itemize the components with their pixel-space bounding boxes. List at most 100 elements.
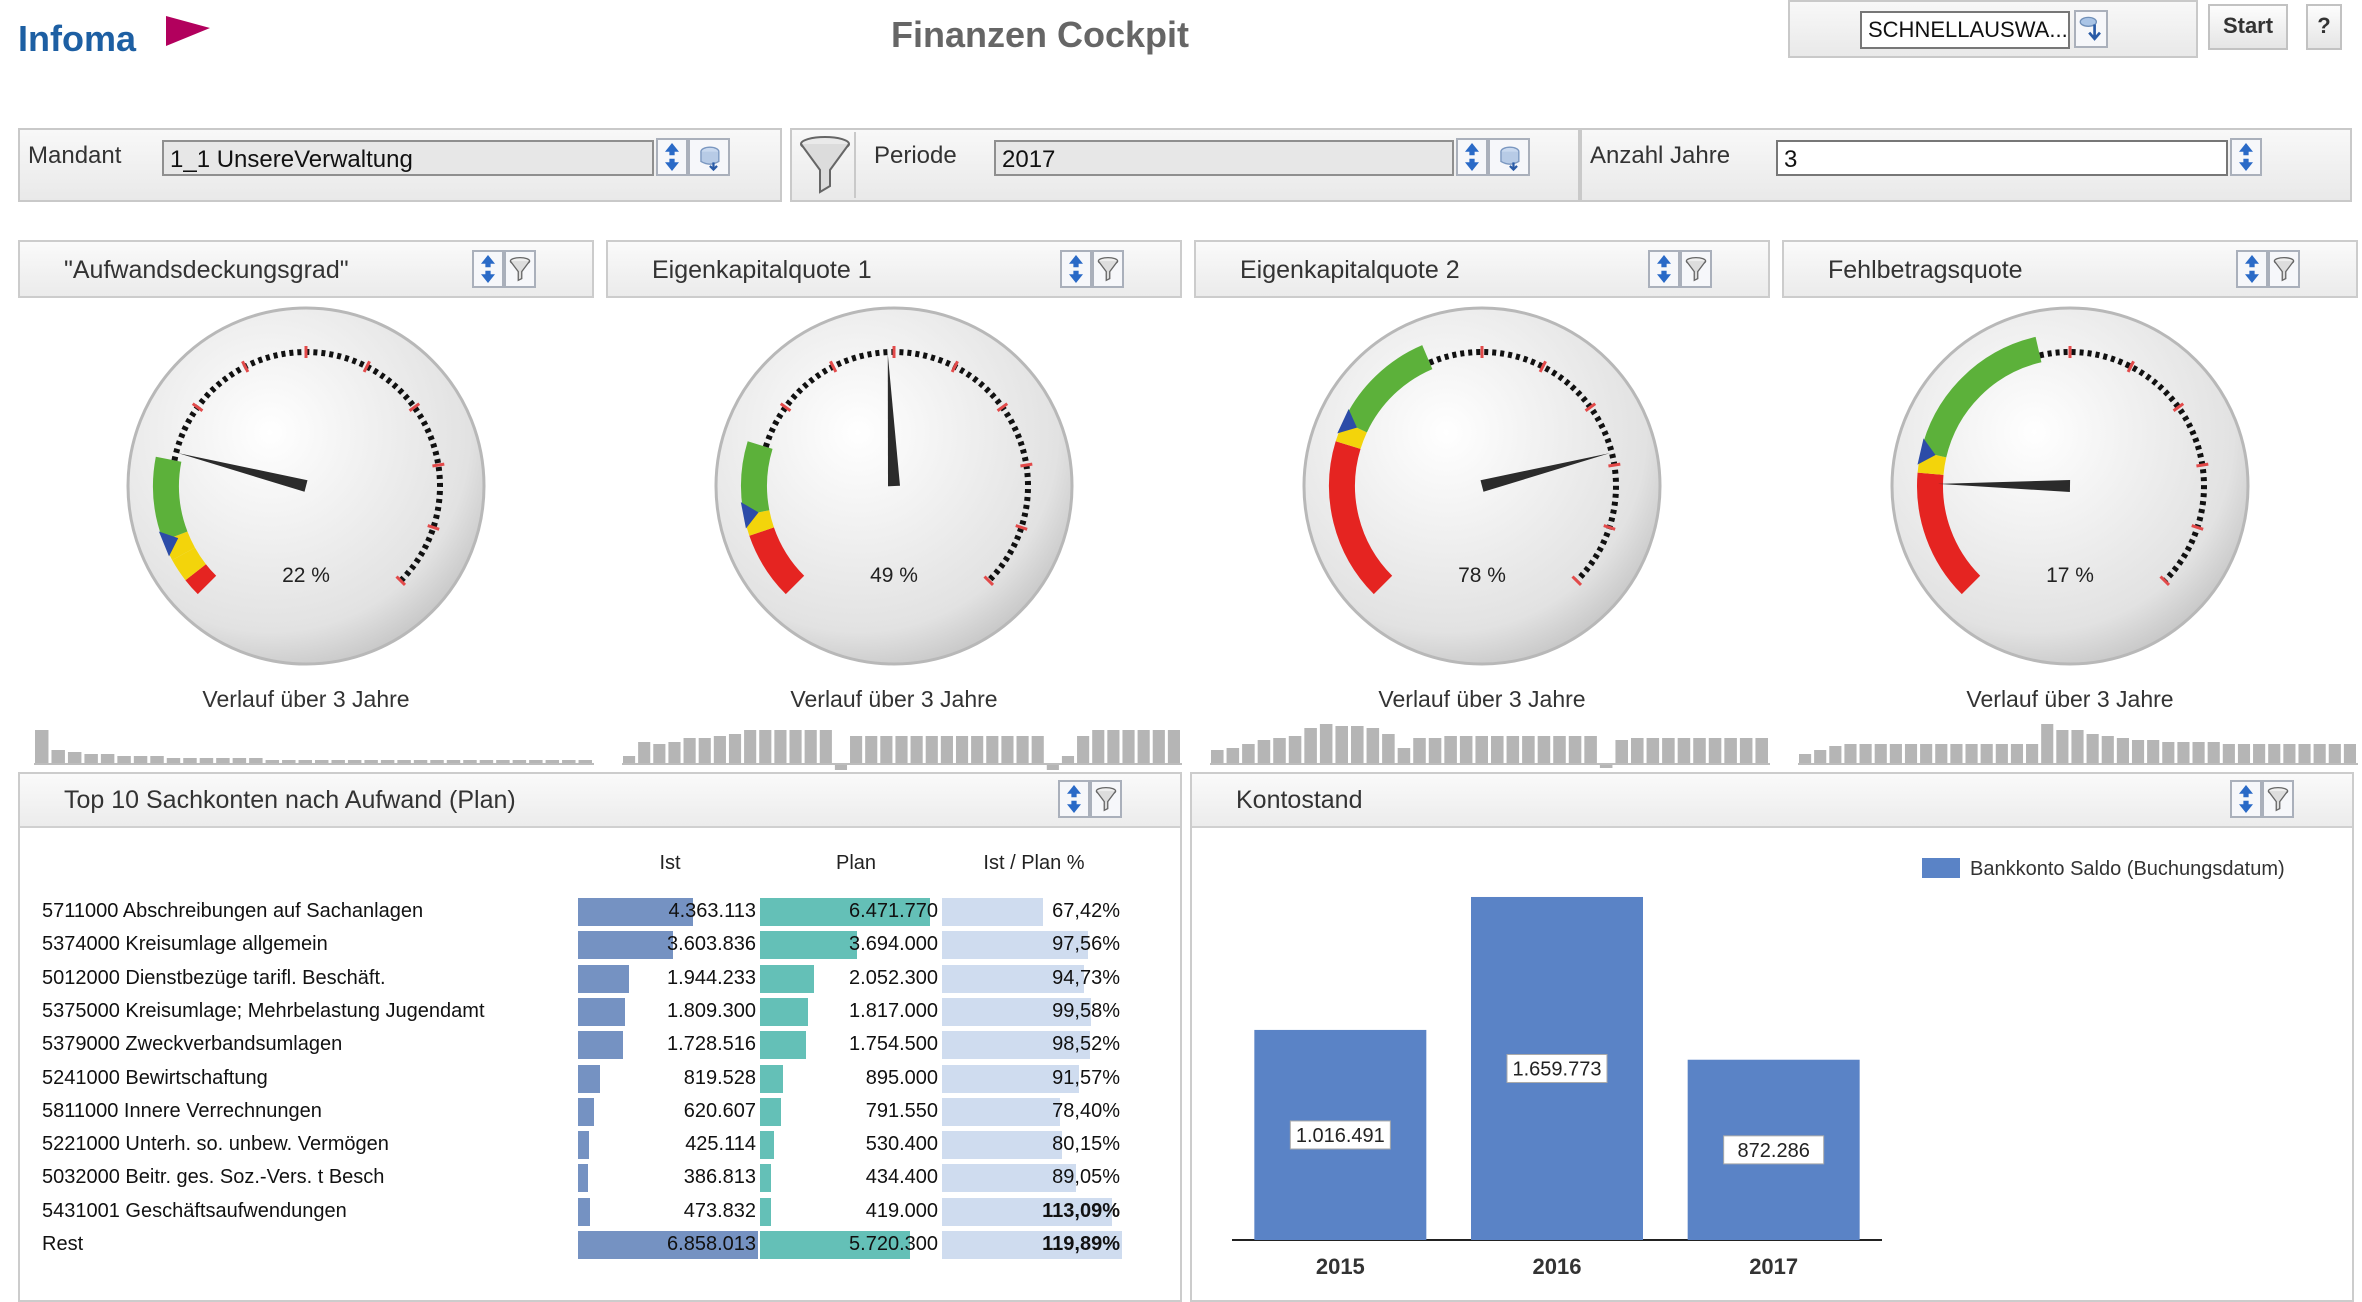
start-button[interactable]: Start (2208, 4, 2288, 50)
jahre-spinner[interactable] (2230, 138, 2262, 176)
gauge-tick (996, 402, 1009, 412)
gauge-sparkline-2 (622, 730, 1182, 770)
plan-value: 419.000 (865, 1199, 938, 1222)
kontostand-filter-button[interactable] (2262, 780, 2294, 818)
gauge-2-sort-button[interactable] (1060, 250, 1092, 288)
sparkline-bar (2116, 738, 2129, 764)
gauge-history-label-4: Verlauf über 3 Jahre (1966, 686, 2174, 712)
funnel-icon (1685, 256, 1707, 282)
gauge-3-filter-button[interactable] (1680, 250, 1712, 288)
gauge-header-1: "Aufwandsdeckungsgrad" (18, 240, 594, 298)
sparkline-bar (2343, 744, 2356, 764)
sparkline-bar (759, 730, 772, 764)
sparkline-bar (1122, 730, 1135, 764)
kontostand-panel: Kontostand 1.016.491 2015 1.659.773 2016 872… (1190, 772, 2354, 1302)
gauge-needle (1938, 480, 2071, 492)
gauge-target-marker (740, 502, 759, 529)
top10-filter-button[interactable] (1090, 780, 1122, 818)
ratio-value: 94,73% (1052, 966, 1120, 989)
quick-select-field[interactable]: SCHNELLAUSWA... (1860, 11, 2070, 49)
sparkline-bar (216, 758, 230, 764)
sparkline-bar (2192, 742, 2205, 764)
sparkline-bar (67, 752, 82, 764)
sparkline-bar (1152, 730, 1165, 764)
gauge-tick (1571, 575, 1583, 587)
sparkline-bar (1304, 728, 1317, 764)
data-label: 1.659.773 (1513, 1058, 1602, 1080)
gauge-value-3: 78 % (1458, 564, 1506, 587)
sparkline-bar (1257, 740, 1271, 764)
gauge-sparkline-4 (1798, 724, 2358, 765)
gauge-title-2: Eigenkapitalquote 1 (652, 256, 872, 284)
sparkline-bar (2071, 730, 2084, 764)
mandant-spinner[interactable] (656, 138, 688, 176)
periode-filter-icon-wrap[interactable] (796, 132, 856, 198)
kontostand-sort-button[interactable] (2230, 780, 2262, 818)
gauge-3-sort-button[interactable] (1648, 250, 1680, 288)
gauge-band-yellow (743, 510, 774, 536)
gauge-1-filter-button[interactable] (504, 250, 536, 288)
ist-value: 386.813 (683, 1166, 756, 1189)
plan-value: 530.400 (865, 1133, 938, 1156)
x-tick-label: 2016 (1533, 1254, 1582, 1279)
lookup-icon (700, 146, 720, 172)
periode-spinner[interactable] (1456, 138, 1488, 176)
mandant-lookup-button[interactable] (688, 138, 730, 176)
gauge-tick (2159, 575, 2171, 587)
top10-sort-button[interactable] (1058, 780, 1090, 818)
jahre-label: Anzahl Jahre (1590, 142, 1731, 169)
sparkline-bar (1662, 738, 1675, 764)
sparkline-bar (298, 760, 312, 764)
infoma-logo: Infoma (18, 14, 218, 64)
gauge-band-red (185, 564, 217, 595)
sparkline-bar (1211, 750, 1224, 764)
sparkline-bar (2131, 740, 2145, 764)
help-button[interactable]: ? (2306, 4, 2342, 50)
up-down-arrows-icon (1067, 785, 1081, 813)
funnel-icon (2267, 786, 2289, 812)
sparkline-bar (2162, 742, 2175, 764)
gauge-1-sort-button[interactable] (472, 250, 504, 288)
sparkline-bar (1226, 748, 1240, 764)
plan-value: 895.000 (865, 1066, 938, 1089)
ist-value: 1.809.300 (667, 999, 756, 1022)
sparkline-bar (850, 736, 863, 764)
ist-bar (578, 1097, 595, 1126)
ratio-bar (942, 1197, 1112, 1226)
gauge-4-filter-button[interactable] (2268, 250, 2300, 288)
up-down-arrows-icon (1657, 255, 1671, 283)
sparkline-bar (653, 744, 666, 764)
sparkline-bar (84, 754, 98, 764)
mandant-field[interactable]: 1_1 UnsereVerwaltung (162, 140, 654, 176)
up-down-arrows-icon (481, 255, 495, 283)
sparkline-bar (1814, 750, 1827, 764)
kontostand-chart: 1.016.491 2015 1.659.773 2016 872.286 2017 Ban… (1232, 858, 2285, 1279)
top10-header: Top 10 Sachkonten nach Aufwand (Plan) (20, 774, 1180, 828)
gauge-scale (2039, 349, 2207, 583)
funnel-icon (509, 256, 531, 282)
ist-bar (578, 1197, 591, 1226)
jahre-field[interactable]: 3 (1776, 140, 2228, 176)
gauge-4-sort-button[interactable] (2236, 250, 2268, 288)
gauge-value-1: 22 % (282, 564, 330, 587)
quick-select-dropdown-button[interactable] (2074, 10, 2108, 48)
table-row-label: 5431001 Geschäftsaufwendungen (42, 1199, 347, 1222)
sparkline-bar (2086, 734, 2099, 764)
periode-lookup-button[interactable] (1488, 138, 1530, 176)
plan-bar (760, 1097, 781, 1126)
sparkline-bar (1904, 744, 1918, 764)
periode-field[interactable]: 2017 (994, 140, 1454, 176)
sparkline-bar (683, 738, 696, 764)
sparkline-bar (819, 730, 832, 764)
gauge-header-4: Fehlbetragsquote (1782, 240, 2358, 298)
plan-value: 434.400 (865, 1166, 938, 1189)
gauge-tick (2191, 524, 2204, 531)
gauge-2-filter-button[interactable] (1092, 250, 1124, 288)
gauge-tick (1608, 462, 1621, 468)
sparkline-bar (986, 736, 999, 764)
gauge-needle (178, 453, 308, 492)
plan-value: 1.817.000 (849, 999, 938, 1022)
kontostand-header: Kontostand (1192, 774, 2352, 828)
gauge-tick (432, 462, 445, 468)
sparkline-bar (1537, 736, 1551, 764)
